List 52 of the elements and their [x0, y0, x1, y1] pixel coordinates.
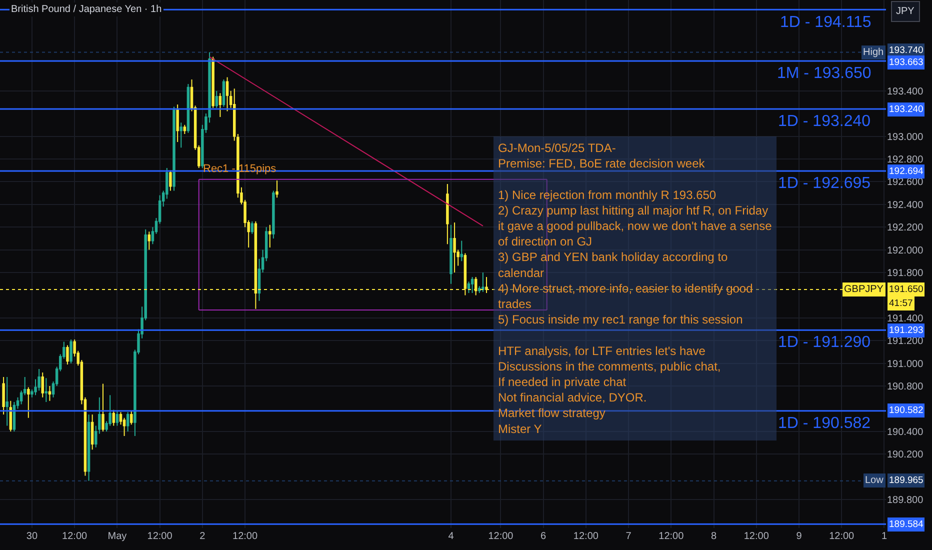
y-tick-label: 192.000	[887, 245, 924, 256]
ref-line-label: 1M - 193.650	[777, 65, 872, 82]
y-tick-label: 190.200	[887, 450, 924, 461]
annotation: 189.965	[889, 475, 924, 486]
x-tick-label: 30	[26, 531, 38, 542]
annotation: 193.240	[889, 104, 924, 115]
x-tick-label: 6	[540, 531, 547, 542]
annotation: 191.293	[889, 325, 924, 336]
x-tick-label: 7	[626, 531, 632, 542]
y-tick-label: 192.800	[887, 154, 924, 166]
ref-line-label: 1D - 193.240	[778, 113, 871, 130]
annotation: 190.582	[889, 405, 924, 416]
x-tick-label: 12:00	[658, 531, 684, 542]
x-tick-label: 12:00	[62, 531, 88, 542]
y-tick-label: 191.000	[887, 358, 924, 370]
x-tick-label: 8	[710, 531, 717, 542]
annotation: 193.740	[889, 45, 924, 56]
chart-title: British Pound / Japanese Yen · 1h	[11, 4, 162, 15]
text: 41:57	[889, 298, 913, 309]
x-tick-label: 2	[200, 531, 206, 542]
text: GJ-Mon-5/05/25 TDA- Premise: FED, BoE rate decision week 1) Nice rejection from monthly R 193.650 2) Crazy pump last hitting all major htf R, on Friday it gave a good pullback, now we don't have a sense of direction on GJ 3) GBP and YEN bank holiday according to calendar 4) More struct, more info, easier to identify good trades 5) Focus inside my rec1 range for this session HTF analysis, for LTF entries let's have Discussions in the comments, public chat, If needed in private chat Not financial advice, DYOR. Market flow strategy Mister Y	[498, 141, 772, 436]
ref-line-label: High	[863, 47, 884, 58]
y-tick-label: 191.800	[887, 268, 924, 280]
y-tick-label: 193.400	[887, 86, 924, 98]
x-tick-label: 12:00	[829, 531, 855, 542]
y-axis-title: JPY	[896, 6, 915, 17]
y-tick-label: 192.400	[887, 200, 924, 211]
x-tick-label: 12:00	[147, 531, 173, 542]
annotation: 191.650	[889, 284, 924, 295]
x-tick-label: 12:00	[488, 531, 514, 542]
x-tick-label: May	[108, 531, 127, 542]
annotation: 189.584	[889, 519, 924, 530]
ref-line-label: GBPJPY	[844, 284, 884, 295]
ref-line-label: Low	[865, 475, 884, 486]
ref-line-label: 1D - 191.290	[778, 334, 871, 351]
y-tick-label: 193.000	[887, 132, 924, 143]
annotation: 192.694	[889, 166, 924, 177]
annotation: 193.663	[889, 57, 924, 68]
ref-line-label: 1D - 190.582	[778, 415, 871, 432]
ref-line-label: 1D - 192.695	[778, 175, 871, 192]
y-tick-label: 191.400	[887, 313, 924, 324]
y-tick-label: 190.400	[887, 426, 924, 438]
x-tick-label: 9	[796, 531, 802, 542]
x-tick-label: 12:00	[573, 531, 599, 542]
y-tick-label: 190.800	[887, 382, 924, 393]
ref-line-label: 1D - 194.115	[780, 14, 872, 31]
x-tick-label: 12:00	[232, 531, 258, 542]
y-tick-label: 192.200	[887, 222, 924, 234]
x-tick-label: 1	[881, 531, 888, 542]
x-tick-label: 12:00	[744, 531, 770, 542]
x-tick-label: 4	[448, 531, 454, 542]
y-tick-label: 189.800	[887, 495, 924, 506]
